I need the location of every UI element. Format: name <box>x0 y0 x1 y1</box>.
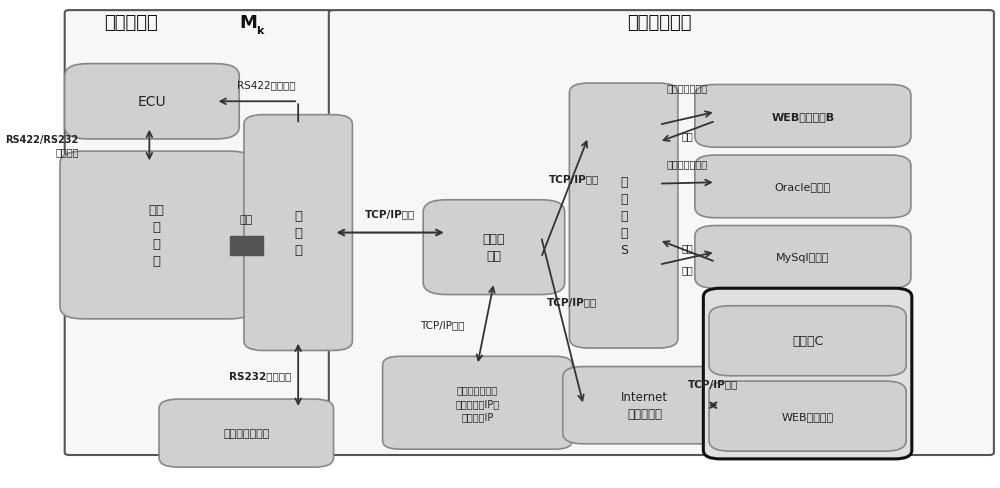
Text: 机器设备端: 机器设备端 <box>104 14 158 32</box>
Text: RS422/RS232
串口协议: RS422/RS232 串口协议 <box>6 135 79 157</box>
Text: 内网穿透工具将
服务器内网IP映
射到外网IP: 内网穿透工具将 服务器内网IP映 射到外网IP <box>455 385 499 421</box>
Text: 监
控
器: 监 控 器 <box>294 210 302 257</box>
Text: TCP/IP协议: TCP/IP协议 <box>549 174 599 183</box>
FancyBboxPatch shape <box>244 116 352 351</box>
FancyBboxPatch shape <box>709 381 906 451</box>
Text: 请求: 请求 <box>681 131 693 141</box>
Text: 上位机监控终端: 上位机监控终端 <box>223 428 269 438</box>
FancyBboxPatch shape <box>329 11 994 455</box>
FancyBboxPatch shape <box>695 156 911 218</box>
Text: 发动机数采参数: 发动机数采参数 <box>667 159 708 168</box>
Text: 服
务
器
端
S: 服 务 器 端 S <box>620 176 628 257</box>
FancyBboxPatch shape <box>65 11 334 455</box>
Text: WEB监控终端: WEB监控终端 <box>782 411 834 421</box>
Text: TCP/IP协议: TCP/IP协议 <box>420 319 464 329</box>
Text: TCP/IP协议: TCP/IP协议 <box>365 209 415 219</box>
FancyBboxPatch shape <box>60 152 253 319</box>
Text: TCP/IP协议: TCP/IP协议 <box>547 297 597 307</box>
Text: 远程服务系统: 远程服务系统 <box>627 14 691 32</box>
Text: ECU: ECU <box>138 95 166 109</box>
Text: MySql数据库: MySql数据库 <box>776 252 830 263</box>
Text: 发动
机
台
架: 发动 机 台 架 <box>149 203 165 267</box>
Text: 响应: 响应 <box>681 264 693 274</box>
FancyBboxPatch shape <box>159 399 334 467</box>
Text: Internet
云端服务器: Internet 云端服务器 <box>621 390 668 420</box>
FancyBboxPatch shape <box>709 306 906 376</box>
FancyBboxPatch shape <box>383 357 572 449</box>
Text: RS422串口协议: RS422串口协议 <box>237 80 296 90</box>
FancyBboxPatch shape <box>563 367 727 444</box>
FancyBboxPatch shape <box>695 226 911 288</box>
Text: Oracle数据库: Oracle数据库 <box>775 182 831 192</box>
FancyBboxPatch shape <box>423 201 565 295</box>
Text: 请求: 请求 <box>681 243 693 253</box>
Text: 路由器
网关: 路由器 网关 <box>483 233 505 263</box>
Text: 客户端C: 客户端C <box>792 335 823 347</box>
Text: 总线: 总线 <box>240 215 253 225</box>
Text: TCP/IP协议: TCP/IP协议 <box>688 379 738 388</box>
Text: WEB监控终端B: WEB监控终端B <box>771 112 834 122</box>
Text: M: M <box>239 14 257 32</box>
FancyBboxPatch shape <box>65 64 239 140</box>
Text: k: k <box>256 25 264 36</box>
Text: RS232串口协议: RS232串口协议 <box>229 370 292 380</box>
FancyBboxPatch shape <box>569 84 678 348</box>
FancyBboxPatch shape <box>703 288 912 459</box>
Text: 发动机数采参数: 发动机数采参数 <box>667 83 708 93</box>
FancyBboxPatch shape <box>695 85 911 148</box>
